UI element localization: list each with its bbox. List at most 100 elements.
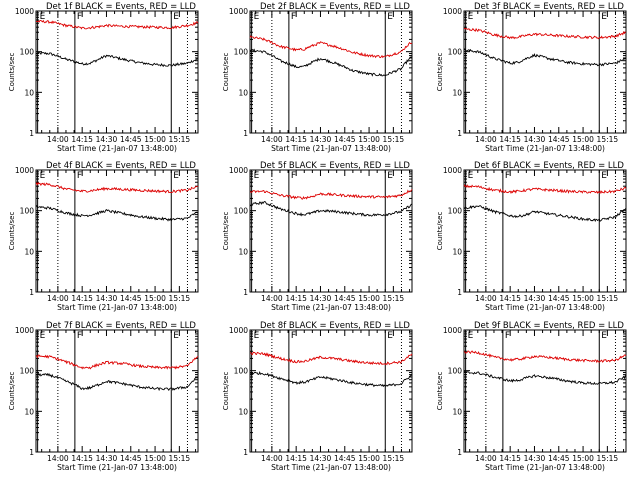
y-axis-label: Counts/sec bbox=[222, 212, 230, 251]
x-tick-label: 14:30 bbox=[310, 294, 332, 303]
x-tick-label: 15:15 bbox=[597, 294, 619, 303]
x-tick-label: 15:00 bbox=[358, 135, 380, 144]
events-series-line bbox=[35, 372, 199, 392]
time-marker-label: E bbox=[601, 171, 607, 181]
y-axis-label: Counts/sec bbox=[436, 372, 444, 411]
time-marker-label: E bbox=[40, 331, 46, 341]
x-axis-label: Start Time (21-Jan-07 13:48:00) bbox=[485, 144, 605, 153]
plot-frame bbox=[463, 10, 627, 134]
x-tick-label: 14:00 bbox=[261, 454, 283, 463]
lld-series-line bbox=[35, 181, 199, 194]
x-tick-label: 14:30 bbox=[96, 135, 118, 144]
events-series-line bbox=[463, 371, 627, 385]
x-tick-label: 14:45 bbox=[548, 135, 570, 144]
time-marker-label: E bbox=[254, 171, 260, 181]
lld-series-line bbox=[250, 351, 413, 366]
plot-frame bbox=[463, 169, 627, 293]
plot-frame bbox=[463, 329, 627, 453]
y-tick-label: 1 bbox=[29, 288, 34, 297]
y-tick-label: 1 bbox=[457, 129, 462, 138]
events-series-line bbox=[463, 48, 627, 67]
x-tick-label: 14:15 bbox=[285, 294, 307, 303]
chart-panel: Det 9f BLACK = Events, RED = LLD Counts/s… bbox=[436, 321, 627, 472]
time-marker-label: F bbox=[291, 12, 296, 22]
x-tick-label: 14:15 bbox=[71, 294, 93, 303]
y-tick-label: 100 bbox=[20, 367, 35, 376]
y-tick-label: 1000 bbox=[229, 166, 248, 175]
y-tick-label: 1 bbox=[243, 448, 248, 457]
x-tick-label: 14:30 bbox=[96, 454, 118, 463]
chart-panel: Det 6f BLACK = Events, RED = LLD Counts/s… bbox=[436, 161, 627, 312]
x-tick-label: 14:30 bbox=[96, 294, 118, 303]
y-tick-label: 10 bbox=[452, 88, 462, 97]
y-tick-label: 1 bbox=[457, 448, 462, 457]
y-tick-label: 10 bbox=[452, 247, 462, 256]
y-tick-label: 10 bbox=[24, 247, 34, 256]
time-marker-label: F bbox=[505, 331, 510, 341]
y-tick-label: 100 bbox=[234, 367, 249, 376]
x-tick-label: 14:00 bbox=[475, 135, 497, 144]
x-tick-label: 14:00 bbox=[475, 454, 497, 463]
y-axis-label: Counts/sec bbox=[8, 53, 16, 92]
x-tick-label: 15:15 bbox=[383, 294, 405, 303]
x-tick-label: 14:45 bbox=[334, 454, 356, 463]
chart-title: Det 8f BLACK = Events, RED = LLD bbox=[260, 321, 410, 331]
lld-series-line bbox=[35, 354, 199, 370]
y-tick-label: 10 bbox=[238, 407, 248, 416]
x-tick-label: 14:00 bbox=[475, 294, 497, 303]
y-tick-label: 1000 bbox=[229, 326, 248, 335]
x-axis-label: Start Time (21-Jan-07 13:48:00) bbox=[57, 303, 177, 312]
x-tick-label: 15:00 bbox=[572, 294, 594, 303]
time-marker-label: F bbox=[505, 12, 510, 22]
events-series-line bbox=[249, 370, 413, 388]
time-marker-label: E bbox=[387, 331, 393, 341]
y-axis-label: Counts/sec bbox=[436, 212, 444, 251]
x-tick-label: 14:30 bbox=[524, 454, 546, 463]
time-marker-label: F bbox=[77, 12, 82, 22]
x-tick-label: 15:15 bbox=[597, 135, 619, 144]
x-axis-label: Start Time (21-Jan-07 13:48:00) bbox=[271, 463, 391, 472]
time-marker-label: E bbox=[254, 331, 260, 341]
y-tick-label: 1000 bbox=[443, 7, 462, 16]
chart-panel: Det 8f BLACK = Events, RED = LLD Counts/s… bbox=[222, 321, 413, 472]
x-tick-label: 14:00 bbox=[47, 135, 69, 144]
time-marker-label: E bbox=[601, 331, 607, 341]
x-tick-label: 14:45 bbox=[120, 454, 142, 463]
x-tick-label: 15:15 bbox=[383, 454, 405, 463]
x-tick-label: 15:15 bbox=[169, 454, 191, 463]
time-marker-label: E bbox=[468, 12, 474, 22]
y-tick-label: 10 bbox=[24, 407, 34, 416]
time-marker-label: E bbox=[173, 171, 179, 181]
x-tick-label: 14:15 bbox=[285, 454, 307, 463]
plot-frame bbox=[249, 10, 413, 134]
y-tick-label: 1 bbox=[29, 448, 34, 457]
y-axis-label: Counts/sec bbox=[222, 53, 230, 92]
x-tick-label: 15:00 bbox=[358, 454, 380, 463]
x-tick-label: 15:00 bbox=[144, 135, 166, 144]
y-tick-label: 100 bbox=[20, 48, 35, 57]
time-marker-label: E bbox=[601, 12, 607, 22]
y-tick-label: 10 bbox=[452, 407, 462, 416]
x-tick-label: 14:45 bbox=[120, 294, 142, 303]
y-tick-label: 10 bbox=[238, 88, 248, 97]
y-tick-label: 1 bbox=[243, 288, 248, 297]
time-marker-label: F bbox=[77, 171, 82, 181]
x-tick-label: 14:15 bbox=[71, 454, 93, 463]
y-tick-label: 1000 bbox=[443, 326, 462, 335]
lld-series-line bbox=[463, 27, 627, 40]
x-tick-label: 14:30 bbox=[310, 135, 332, 144]
y-tick-label: 1000 bbox=[15, 7, 34, 16]
chart-panel: Det 3f BLACK = Events, RED = LLD Counts/s… bbox=[436, 2, 627, 153]
y-tick-label: 100 bbox=[448, 48, 463, 57]
events-series-line bbox=[35, 51, 199, 68]
x-tick-label: 14:45 bbox=[548, 454, 570, 463]
x-tick-label: 14:45 bbox=[120, 135, 142, 144]
time-marker-label: E bbox=[173, 12, 179, 22]
chart-title: Det 4f BLACK = Events, RED = LLD bbox=[46, 161, 196, 171]
y-axis-label: Counts/sec bbox=[8, 372, 16, 411]
chart-panel: Det 7f BLACK = Events, RED = LLD Counts/s… bbox=[8, 321, 199, 472]
y-tick-label: 1 bbox=[243, 129, 248, 138]
chart-title: Det 6f BLACK = Events, RED = LLD bbox=[474, 161, 624, 171]
events-series-line bbox=[463, 205, 627, 223]
y-tick-label: 100 bbox=[20, 207, 35, 216]
